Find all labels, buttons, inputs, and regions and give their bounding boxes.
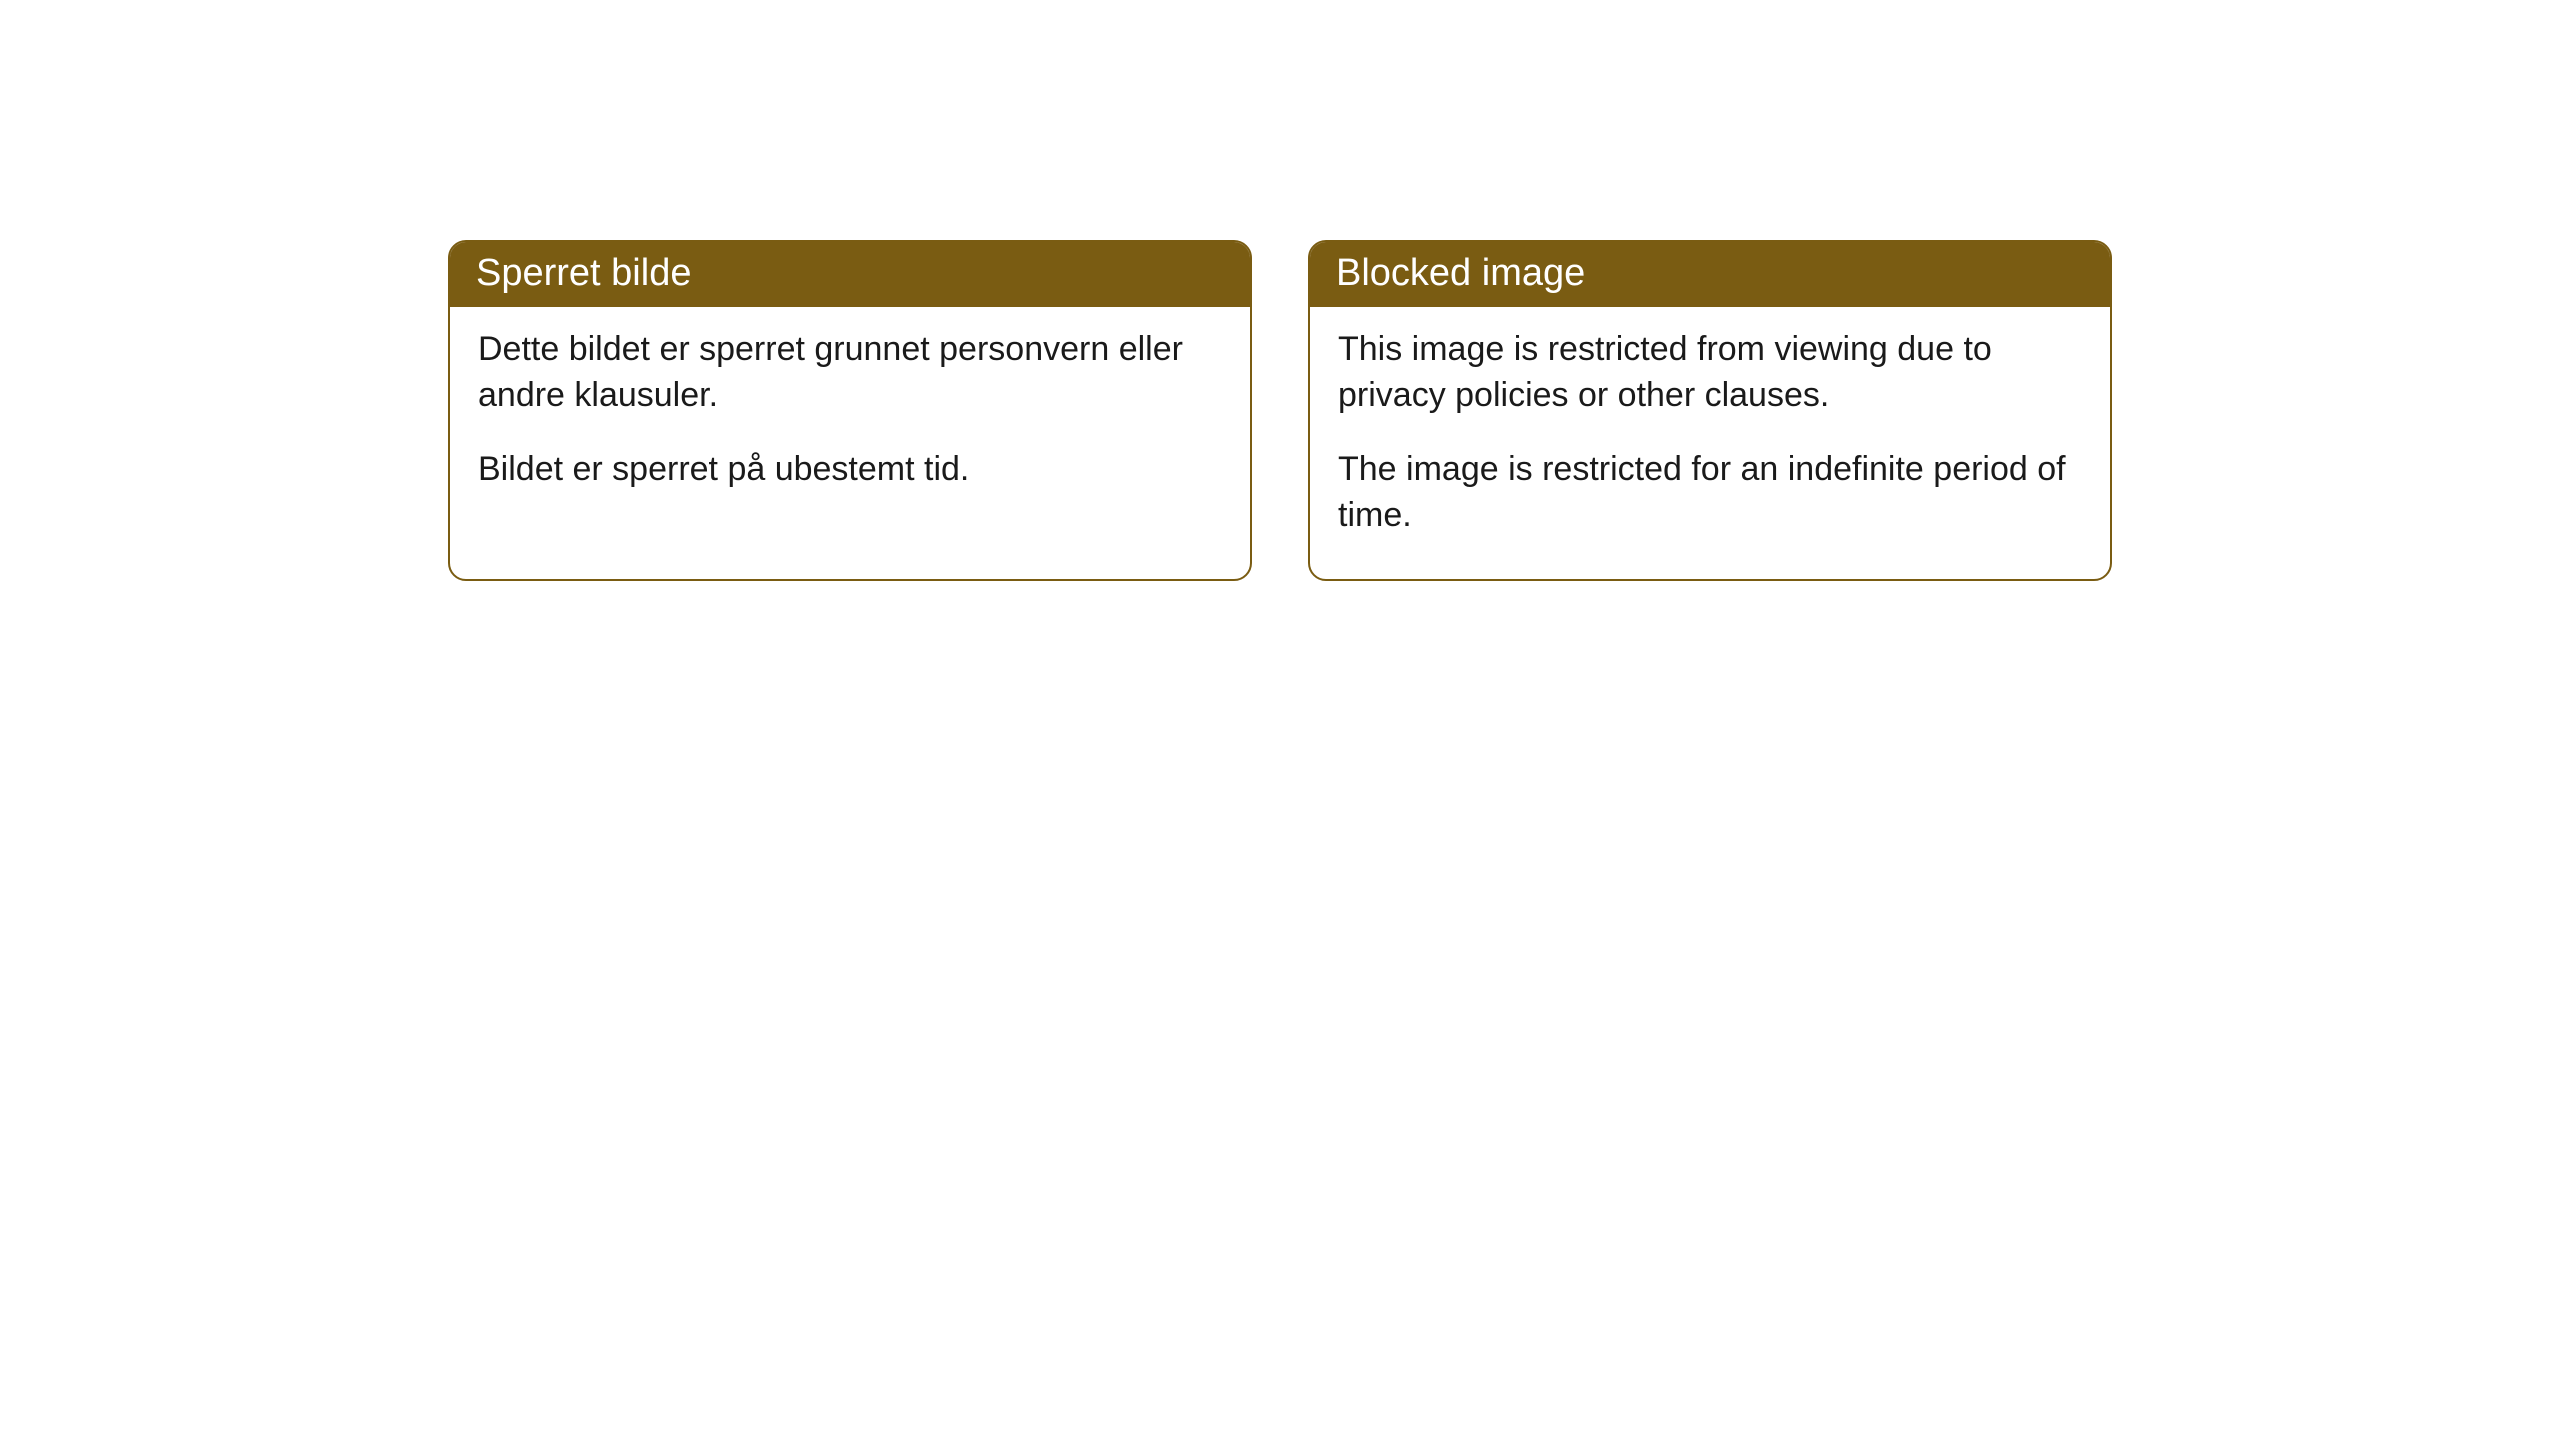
card-body: This image is restricted from viewing du… xyxy=(1310,307,2110,579)
card-paragraph: Bildet er sperret på ubestemt tid. xyxy=(478,447,1222,493)
card-title: Blocked image xyxy=(1310,242,2110,307)
notice-cards-container: Sperret bilde Dette bildet er sperret gr… xyxy=(0,0,2560,581)
blocked-image-card-norwegian: Sperret bilde Dette bildet er sperret gr… xyxy=(448,240,1252,581)
card-body: Dette bildet er sperret grunnet personve… xyxy=(450,307,1250,533)
blocked-image-card-english: Blocked image This image is restricted f… xyxy=(1308,240,2112,581)
card-paragraph: The image is restricted for an indefinit… xyxy=(1338,447,2082,539)
card-paragraph: This image is restricted from viewing du… xyxy=(1338,327,2082,419)
card-paragraph: Dette bildet er sperret grunnet personve… xyxy=(478,327,1222,419)
card-title: Sperret bilde xyxy=(450,242,1250,307)
